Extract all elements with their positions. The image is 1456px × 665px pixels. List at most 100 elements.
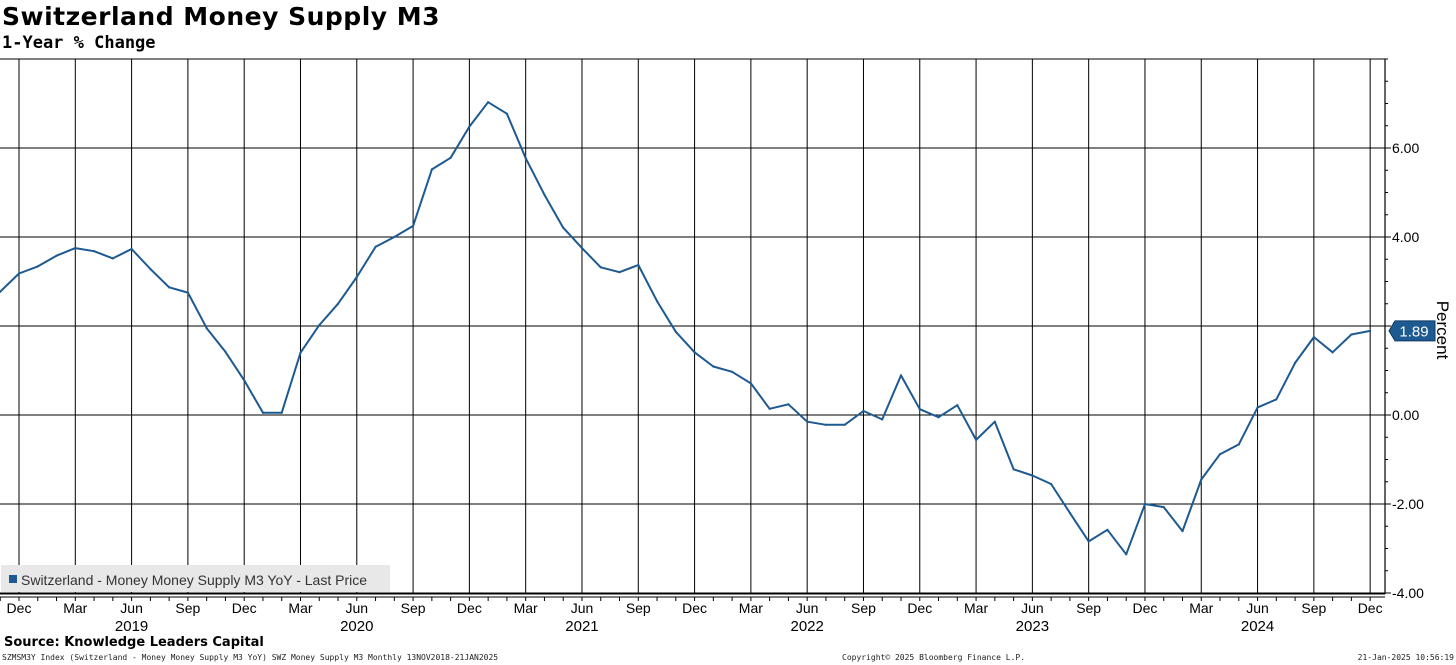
x-tick-label: Dec [1358,600,1383,616]
legend-swatch [9,575,17,583]
x-year-label: 2024 [1241,618,1274,635]
x-year-label: 2020 [340,618,373,635]
data-point [1369,330,1371,332]
x-tick-label: Mar [288,600,312,616]
data-point [1050,483,1052,485]
x-tick-label: Sep [626,600,651,616]
data-point [318,324,320,326]
data-point [1088,540,1090,542]
data-point [750,382,752,384]
data-point [618,271,620,273]
data-point [431,168,433,170]
data-point [562,227,564,229]
x-tick-label: Jun [345,600,368,616]
data-point [1238,443,1240,445]
y-tick-label: -2.00 [1392,496,1424,512]
x-tick-label: Sep [1301,600,1326,616]
data-point [130,248,132,250]
x-tick-label: Mar [964,600,988,616]
data-point [450,157,452,159]
data-point [862,410,864,412]
data-point [393,236,395,238]
data-point [525,157,527,159]
data-point [937,416,939,418]
x-tick-label: Jun [120,600,143,616]
y-axis-title: Percent [1433,301,1452,360]
x-tick-label: Mar [1189,600,1213,616]
y-tick-label: -4.00 [1392,585,1424,601]
data-point [224,351,226,353]
data-point [187,292,189,294]
data-point [994,421,996,423]
data-point [299,352,301,354]
x-tick-label: Jun [1021,600,1044,616]
data-point [637,264,639,266]
data-point [1332,351,1334,353]
last-value-label: 1.89 [1399,323,1428,340]
x-tick-label: Mar [63,600,87,616]
data-point [1106,529,1108,531]
data-point [844,424,846,426]
x-tick-label: Sep [401,600,426,616]
data-point [693,351,695,353]
data-point [374,246,376,248]
data-point [1012,468,1014,470]
data-point [825,424,827,426]
data-point [149,268,151,270]
data-point [600,266,602,268]
x-tick-label: Dec [232,600,257,616]
data-point [468,126,470,128]
data-point [112,257,114,259]
data-point [356,276,358,278]
data-point [168,286,170,288]
timestamp: 21-Jan-2025 10:56:19 [1358,653,1454,662]
data-point [806,421,808,423]
data-point [1219,453,1221,455]
data-point [337,303,339,305]
x-tick-label: Dec [682,600,707,616]
data-point [18,272,20,274]
data-point [881,418,883,420]
data-point [262,412,264,414]
data-point [675,331,677,333]
x-tick-label: Jun [571,600,594,616]
data-point [1181,530,1183,532]
index-info: SZMSM3Y Index (Switzerland - Money Money… [2,653,498,662]
data-point [712,365,714,367]
data-point [506,113,508,115]
data-point [55,255,57,257]
data-point [1125,553,1127,555]
legend-label: Switzerland - Money Money Supply M3 YoY … [21,572,367,588]
data-point [581,247,583,249]
x-year-label: 2021 [565,618,598,635]
x-tick-label: Mar [514,600,538,616]
x-tick-label: Dec [7,600,32,616]
data-point [769,408,771,410]
y-tick-label: 6.00 [1392,140,1419,156]
data-point [1031,474,1033,476]
x-year-label: 2019 [115,618,148,635]
grid-layer [0,59,1385,594]
x-tick-label: Dec [907,600,932,616]
series-layer [0,101,1371,555]
data-point [900,374,902,376]
copyright-note: Copyright© 2025 Bloomberg Finance L.P. [842,653,1025,662]
data-point [1313,336,1315,338]
data-point [1144,503,1146,505]
data-point [787,403,789,405]
x-year-label: 2023 [1016,618,1049,635]
data-point [281,412,283,414]
data-point [487,101,489,103]
data-point [93,250,95,252]
data-point [74,247,76,249]
data-point [919,408,921,410]
x-tick-label: Dec [1133,600,1158,616]
x-tick-label: Dec [457,600,482,616]
data-point [1200,478,1202,480]
data-point [206,327,208,329]
data-point [37,265,39,267]
x-tick-label: Mar [739,600,763,616]
data-point [656,300,658,302]
data-point [731,371,733,373]
data-point [1256,406,1258,408]
